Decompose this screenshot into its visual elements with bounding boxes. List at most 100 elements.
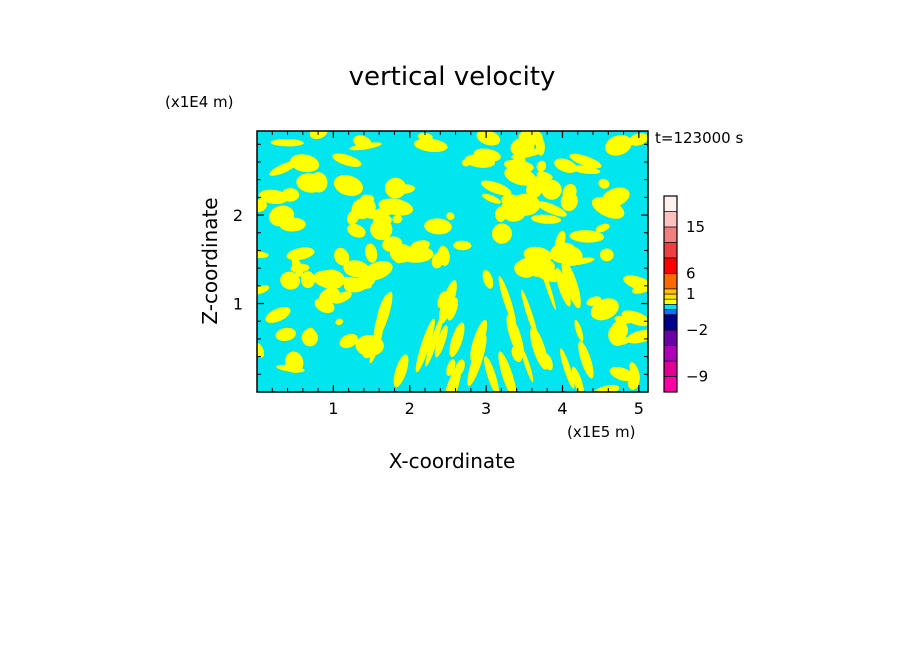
positive-region [309,172,328,193]
positive-region [437,291,447,309]
positive-region [309,131,328,140]
positive-region [559,348,575,389]
colorbar-segment [663,345,678,362]
positive-region [453,240,472,251]
positive-region [269,160,298,176]
y-tick-label: 2 [233,206,243,225]
positive-region [498,351,517,392]
positive-region [609,366,634,382]
positive-region [313,270,342,288]
positive-region [333,174,364,197]
positive-region [279,217,306,232]
positive-region [623,275,648,292]
colorbar-segment [663,298,678,305]
positive-region [300,271,316,289]
positive-region [482,270,494,289]
y-axis: 12 [233,143,648,375]
positive-region [289,154,320,173]
positive-region [280,271,301,290]
positive-region [314,297,335,314]
positive-region [533,264,561,283]
positive-region [434,325,448,358]
positive-region [555,230,566,253]
positive-region [301,328,318,347]
colorbar-segment [663,360,678,377]
x-unit-label: (x1E5 m) [567,423,636,441]
positive-region [562,183,577,201]
positive-region [536,160,547,172]
positive-region [464,154,496,168]
positive-region [484,356,499,392]
time-label: t=123000 s [655,129,743,147]
positive-region [410,240,430,252]
positive-region [331,291,352,304]
positive-region [536,171,553,181]
positive-region [335,318,344,326]
positive-region [521,289,539,340]
positive-region [286,247,315,261]
x-tick-label: 5 [634,399,644,418]
x-axis-label: X-coordinate [389,449,516,473]
positive-region [601,187,630,208]
positive-region [626,329,648,344]
y-unit-label: (x1E4 m) [165,93,234,111]
positive-region [491,223,512,244]
positive-region [438,280,457,325]
positive-region [291,257,304,277]
positive-region [629,362,640,383]
positive-region [590,298,619,321]
positive-region [628,133,648,146]
positive-region [461,158,471,167]
colorbar-segment [663,304,678,310]
positive-region [389,244,414,263]
positive-region [554,158,578,173]
colorbar-tick-label: 15 [686,218,705,236]
y-axis-label: Z-coordinate [198,197,222,324]
x-tick-label: 3 [481,399,491,418]
positive-region [362,344,374,359]
colorbar-segment [663,293,678,300]
positive-region [373,214,392,227]
plot-frame [256,130,649,393]
positive-region [536,201,567,217]
colorbar-segment [663,257,678,274]
positive-region [480,180,512,196]
positive-region [521,347,534,383]
positive-region [595,223,610,233]
positive-region [257,199,267,213]
positive-region [446,212,455,220]
positive-region [574,319,584,342]
colorbar-segment [663,242,678,259]
positive-region [514,260,537,278]
colorbar-segment [663,309,678,315]
colorbar-segment [663,226,678,243]
positive-region [276,364,305,373]
positive-region [425,315,444,367]
positive-region [257,251,269,259]
positive-region [482,193,501,204]
y-tick-label: 1 [233,295,243,314]
x-tick-label: 4 [557,399,567,418]
positive-region [334,247,350,266]
positive-region [569,230,605,243]
positive-region [351,197,376,219]
positive-region [506,314,524,358]
x-tick-label: 2 [405,399,415,418]
positive-region [605,134,632,156]
x-axis: 1 2 3 4 5 [271,131,644,418]
colorbar-segment [663,195,678,212]
positive-region [531,214,562,224]
positive-region [424,218,452,235]
positive-region [441,364,462,392]
positive-region [611,321,629,339]
positive-region [347,223,366,238]
positive-region [571,366,585,392]
plot-area [257,131,648,392]
positive-region [392,215,403,224]
positive-region [376,294,389,326]
colorbar-segment [663,211,678,228]
positive-region [349,142,382,151]
positive-region [449,322,465,357]
colorbar-tick-label: −9 [686,368,708,386]
positive-region [498,275,516,325]
